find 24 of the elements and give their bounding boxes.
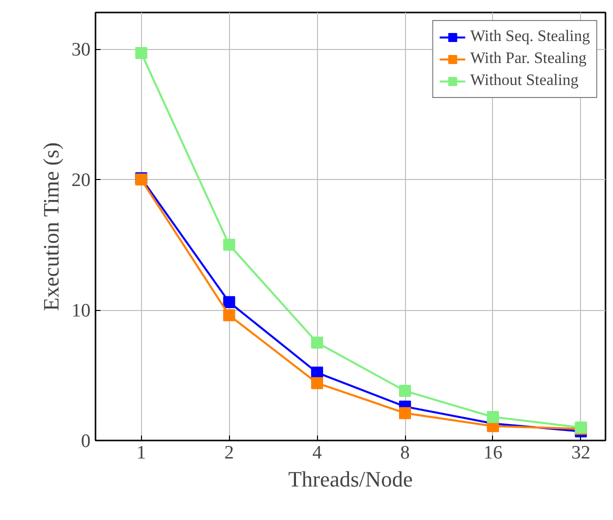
x-tick-label: 16 <box>483 442 502 464</box>
y-tick-label: 0 <box>81 431 90 452</box>
y-tick-label: 30 <box>72 40 90 61</box>
point <box>223 296 236 308</box>
point <box>399 384 412 397</box>
point <box>223 309 236 322</box>
x-tick-label: 8 <box>400 442 410 464</box>
point <box>223 238 236 251</box>
legend-label: With Par. Stealing <box>470 49 586 69</box>
y-tick-label: 20 <box>72 170 90 192</box>
point <box>311 336 324 349</box>
legend-label: Without Stealing <box>470 71 578 91</box>
point <box>135 46 148 59</box>
x-axis-title: Threads/Node <box>288 466 413 492</box>
x-tick-label: 4 <box>312 442 322 464</box>
y-tick-label: 10 <box>72 300 90 322</box>
point <box>399 407 412 420</box>
x-tick-label: 1 <box>136 442 146 464</box>
legend-label: With Seq. Stealing <box>470 27 590 47</box>
x-tick-label: 2 <box>224 442 234 464</box>
point <box>486 411 499 424</box>
point <box>311 377 324 390</box>
x-tick-label: 32 <box>571 442 590 464</box>
y-axis-title: Execution Time (s) <box>38 142 64 312</box>
